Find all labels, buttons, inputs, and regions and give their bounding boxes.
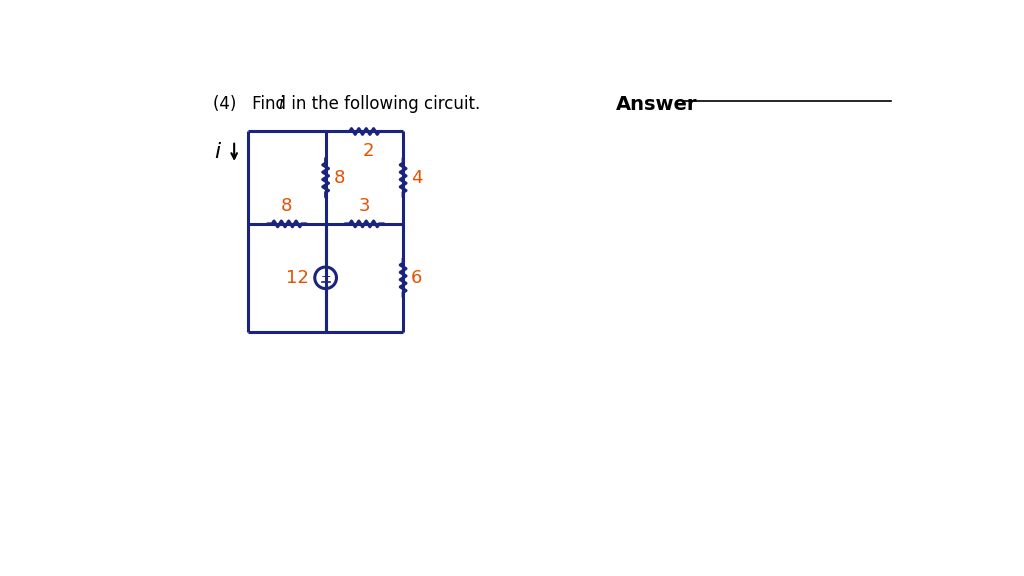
Text: 3: 3 [358, 196, 370, 215]
Text: 8: 8 [334, 169, 345, 187]
Text: 8: 8 [282, 196, 293, 215]
Text: 2: 2 [362, 142, 374, 160]
Text: 6: 6 [411, 269, 422, 287]
Text: +: + [321, 270, 331, 283]
Text: (4)   Find: (4) Find [213, 95, 292, 113]
Text: 4: 4 [411, 169, 422, 187]
Text: i: i [279, 95, 283, 113]
Text: Answer: Answer [616, 95, 697, 114]
Text: $i$: $i$ [214, 142, 222, 162]
Text: in the following circuit.: in the following circuit. [286, 95, 480, 113]
Text: 12: 12 [286, 269, 308, 287]
